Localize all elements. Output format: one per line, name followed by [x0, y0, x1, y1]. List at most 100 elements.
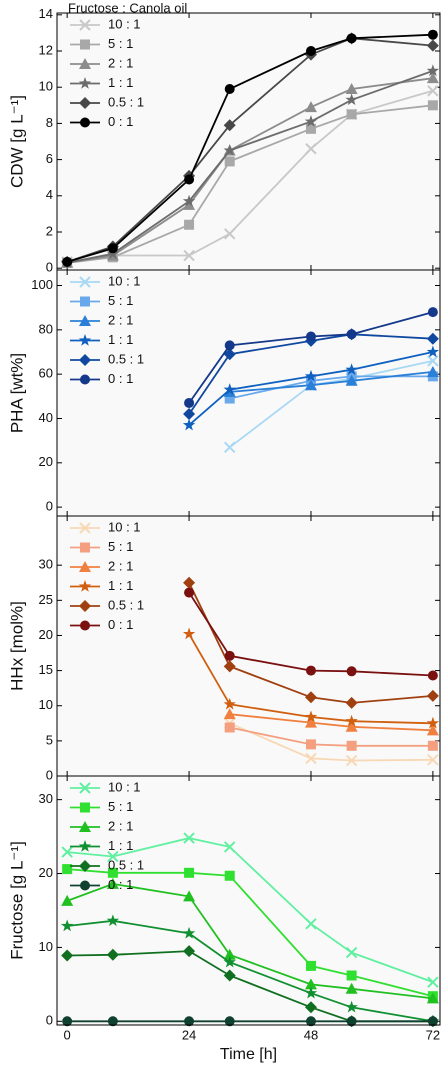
marker — [182, 627, 196, 640]
marker — [62, 1016, 73, 1027]
plot-frame — [56, 775, 441, 1026]
y-tick-label: 40 — [39, 410, 53, 425]
marker — [224, 650, 235, 661]
y-tick-label: 20 — [39, 865, 53, 880]
marker — [305, 331, 316, 342]
y-tick-label: 0 — [46, 260, 53, 275]
marker — [305, 46, 316, 57]
marker — [224, 393, 235, 404]
marker — [223, 348, 236, 361]
marker — [304, 978, 317, 990]
y-axis-label: Fructose [g L⁻¹] — [7, 841, 26, 960]
marker — [223, 441, 236, 454]
marker — [78, 77, 92, 89]
marker — [79, 58, 91, 69]
marker — [79, 354, 91, 366]
marker — [78, 334, 92, 346]
marker — [223, 383, 236, 395]
marker — [346, 970, 357, 981]
marker — [184, 397, 195, 408]
x-tick-label: 48 — [304, 1027, 318, 1042]
y-tick-label: 12 — [39, 42, 53, 57]
legend-label: 0 : 1 — [108, 617, 133, 632]
marker — [305, 739, 316, 750]
y-tick-label: 30 — [39, 557, 53, 572]
plot-area — [57, 13, 440, 270]
legend-label: 10 : 1 — [108, 779, 141, 794]
marker — [427, 29, 438, 40]
y-tick-label: 60 — [39, 366, 53, 381]
marker — [304, 101, 317, 113]
marker — [304, 369, 318, 382]
marker — [345, 946, 358, 959]
marker — [107, 243, 118, 254]
marker — [182, 194, 196, 207]
marker — [106, 877, 119, 889]
marker — [184, 219, 195, 230]
marker — [426, 72, 439, 84]
legend-label: 5 : 1 — [108, 36, 133, 51]
marker — [107, 1016, 118, 1027]
marker — [426, 992, 439, 1004]
y-axis-label: CDW [g L⁻¹] — [7, 95, 26, 188]
marker — [345, 714, 358, 727]
y-tick-label: 30 — [39, 791, 53, 806]
y-tick-label: 20 — [39, 454, 53, 469]
marker — [304, 986, 318, 999]
marker — [427, 740, 438, 751]
marker — [426, 332, 439, 345]
marker — [183, 945, 196, 958]
marker — [346, 666, 357, 677]
marker — [427, 976, 439, 988]
marker — [183, 408, 196, 421]
marker — [304, 379, 317, 391]
marker — [183, 890, 196, 902]
marker — [80, 802, 90, 813]
legend-label: 1 : 1 — [108, 75, 133, 90]
marker — [223, 119, 236, 132]
marker — [106, 914, 120, 927]
series-line — [229, 713, 433, 732]
legend-label: 5 : 1 — [108, 539, 133, 554]
marker — [79, 19, 91, 31]
y-axis-label: HHx [mol%] — [7, 601, 26, 691]
marker — [427, 100, 438, 111]
y-tick-label: 10 — [39, 697, 53, 712]
x-tick-label: 72 — [426, 1027, 440, 1042]
legend-label: 1 : 1 — [108, 332, 133, 347]
marker — [305, 123, 316, 134]
marker — [427, 85, 439, 97]
legend-label: 0 : 1 — [108, 371, 133, 386]
y-tick-label: 15 — [39, 662, 53, 677]
marker — [345, 363, 358, 375]
marker — [79, 860, 91, 872]
marker — [345, 754, 358, 767]
marker — [79, 315, 91, 326]
series-line — [229, 371, 433, 393]
series-line — [229, 722, 433, 762]
y-axis-label: PHA [wt%] — [7, 353, 26, 433]
marker — [346, 109, 357, 120]
y-tick-label: 4 — [46, 187, 53, 202]
marker — [345, 1000, 358, 1013]
marker — [345, 720, 358, 732]
legend-label: 5 : 1 — [108, 799, 133, 814]
y-tick-label: 80 — [39, 321, 53, 336]
marker — [223, 697, 236, 710]
y-tick-label: 10 — [39, 939, 53, 954]
marker — [346, 1016, 357, 1027]
legend-label: 2 : 1 — [108, 55, 133, 70]
marker — [184, 1016, 195, 1027]
marker — [224, 84, 235, 95]
plot-area — [57, 516, 440, 776]
marker — [80, 620, 90, 631]
y-tick-label: 25 — [39, 592, 53, 607]
marker — [304, 1001, 317, 1014]
marker — [78, 580, 92, 592]
marker — [426, 365, 439, 377]
marker — [305, 143, 317, 155]
marker — [305, 1016, 316, 1027]
legend-label: 2 : 1 — [108, 312, 133, 327]
marker — [184, 587, 195, 598]
marker — [183, 832, 195, 844]
